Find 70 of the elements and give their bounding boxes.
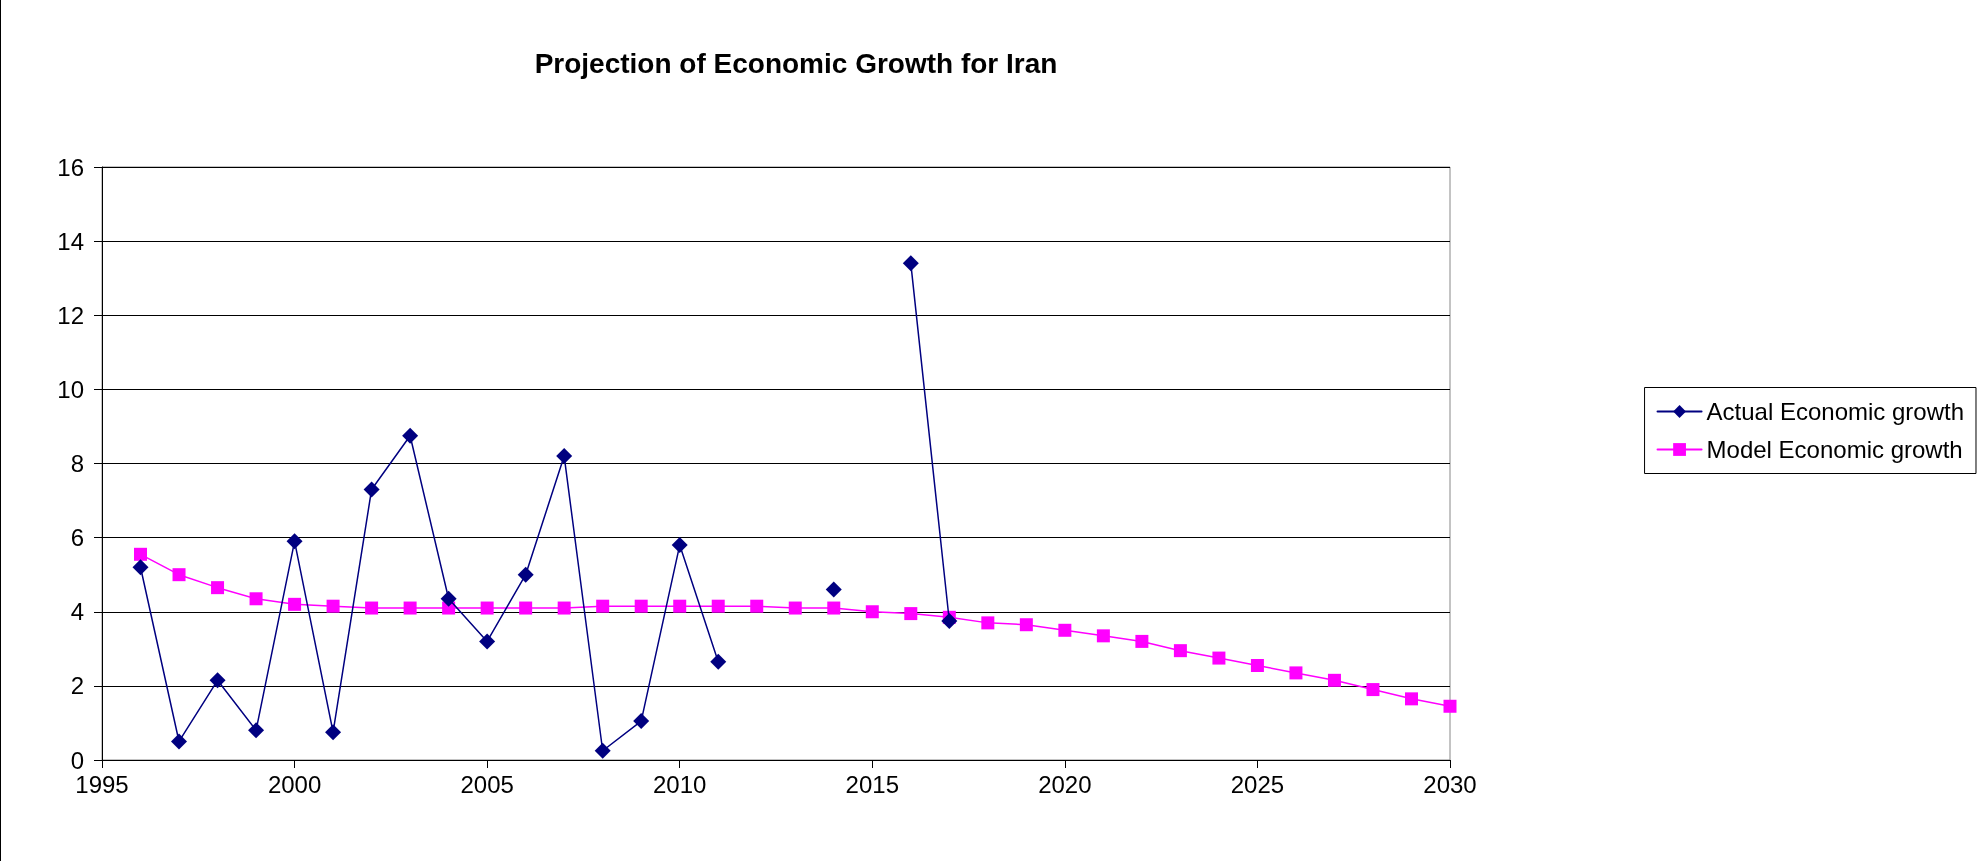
point xyxy=(710,653,727,670)
point xyxy=(981,616,995,630)
point xyxy=(1019,618,1033,632)
y-tick-label: 8 xyxy=(70,450,84,477)
point xyxy=(865,605,879,619)
chart-title: Projection of Economic Growth for Iran xyxy=(534,47,1058,79)
point xyxy=(325,724,342,741)
point xyxy=(211,581,225,595)
point xyxy=(750,599,764,613)
point xyxy=(594,742,611,759)
y-tick-label: 6 xyxy=(70,524,84,552)
point xyxy=(326,599,340,613)
point xyxy=(1058,623,1072,637)
point xyxy=(440,590,457,607)
point xyxy=(902,255,919,272)
point xyxy=(248,722,265,739)
point xyxy=(403,601,417,615)
point xyxy=(788,601,802,615)
point xyxy=(480,601,494,615)
x-tick-label: 2005 xyxy=(460,770,514,798)
legend-label: Actual Economic growth xyxy=(1706,398,1964,425)
point xyxy=(1212,651,1226,665)
point xyxy=(249,592,263,606)
point xyxy=(1404,692,1418,706)
point xyxy=(1096,629,1110,643)
point xyxy=(363,481,380,498)
point xyxy=(634,599,648,613)
point xyxy=(286,533,303,550)
x-tick-label: 2025 xyxy=(1230,770,1285,798)
x-tick-label: 2020 xyxy=(1038,770,1092,798)
y-tick-label: 10 xyxy=(57,375,84,403)
point xyxy=(1327,673,1341,687)
point xyxy=(519,601,533,615)
point xyxy=(557,601,571,615)
y-tick-label: 16 xyxy=(57,153,84,181)
x-tick-label: 2030 xyxy=(1423,770,1477,798)
y-tick-label: 12 xyxy=(57,301,84,329)
x-tick-label: 2010 xyxy=(653,770,707,798)
x-tick-label: 2000 xyxy=(267,770,322,798)
point xyxy=(1173,644,1187,658)
point xyxy=(134,547,148,561)
y-tick-label: 14 xyxy=(57,227,84,255)
x-tick-label: 2015 xyxy=(845,770,899,798)
point xyxy=(556,448,573,465)
point xyxy=(1366,683,1380,697)
point xyxy=(365,601,379,615)
point xyxy=(671,537,688,554)
y-tick-label: 2 xyxy=(70,672,84,700)
point xyxy=(1443,699,1457,713)
point xyxy=(479,633,496,650)
legend-label: Model Economic growth xyxy=(1706,436,1963,463)
point xyxy=(827,601,841,615)
point xyxy=(673,599,687,613)
point xyxy=(1289,666,1303,680)
point xyxy=(288,597,302,611)
point xyxy=(711,599,725,613)
y-tick-label: 4 xyxy=(70,598,84,626)
point xyxy=(172,568,186,582)
point xyxy=(825,581,842,598)
point xyxy=(517,566,534,583)
point xyxy=(941,613,958,630)
point xyxy=(904,607,918,621)
point xyxy=(209,672,226,689)
point xyxy=(132,559,149,576)
point xyxy=(402,427,419,444)
point xyxy=(171,733,188,750)
point xyxy=(633,713,650,730)
point xyxy=(1250,658,1264,672)
point xyxy=(1135,634,1149,648)
point xyxy=(596,599,610,613)
